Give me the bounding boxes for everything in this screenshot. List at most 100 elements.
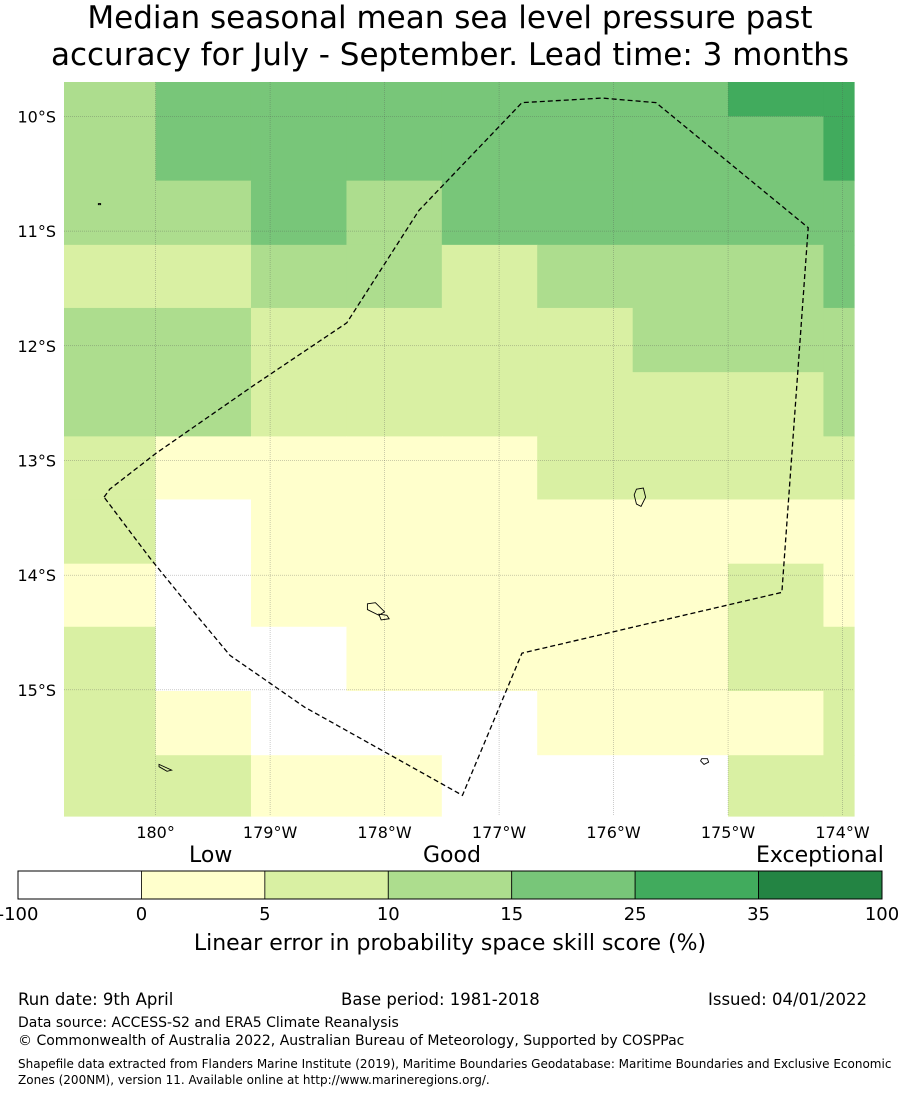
grid-cell: [823, 307, 855, 373]
grid-cell: [823, 244, 855, 309]
grid-cell: [250, 690, 348, 756]
island-outline: [97, 203, 102, 206]
latitude-tick-label: 14°S: [17, 566, 56, 585]
grid-cell: [632, 499, 729, 565]
grid-cell: [155, 563, 252, 628]
colorbar-swatch: [758, 870, 883, 900]
longitude-tick-label: 175°W: [701, 823, 756, 842]
shapefile-credit: Shapefile data extracted from Flanders M…: [18, 1057, 892, 1087]
grid-cell: [346, 755, 443, 817]
latitude-tick-label: 15°S: [17, 681, 56, 700]
grid-cell: [728, 116, 825, 182]
grid-cell: [250, 244, 348, 309]
grid-cell: [823, 82, 855, 118]
grid-cell: [441, 499, 538, 565]
island-outline: [158, 763, 173, 772]
grid-cell: [64, 626, 157, 692]
grid-cell: [155, 244, 252, 309]
grid-cell: [346, 563, 443, 628]
grid-cell: [823, 116, 855, 182]
island-outline: [700, 758, 710, 765]
chart-title: Median seasonal mean sea level pressure …: [0, 0, 900, 74]
grid-cell: [441, 180, 538, 246]
colorbar-category-exceptional: Exceptional: [756, 843, 884, 868]
grid-cell: [346, 626, 443, 692]
longitude-tick-label: 178°W: [357, 823, 412, 842]
grid-cell: [155, 626, 252, 692]
colorbar: [17, 870, 883, 900]
colorbar-tick-label: 10: [377, 904, 400, 925]
grid-cell: [155, 180, 252, 246]
island-outline: [633, 487, 647, 507]
grid-cell: [441, 755, 538, 817]
latitude-axis: 10°S 11°S 12°S 13°S 14°S 15°S: [17, 107, 56, 699]
grid-cell: [250, 82, 348, 118]
grid-cell: [346, 436, 443, 501]
grid-cell: [537, 755, 634, 817]
grid-cell: [441, 626, 538, 692]
grid-cell: [346, 499, 443, 565]
grid-cell: [155, 690, 252, 756]
grid-cell: [250, 563, 348, 628]
grid-cell: [250, 372, 348, 437]
colorbar-tick-label: 35: [747, 904, 770, 925]
colorbar-tick-label: -100: [0, 904, 38, 925]
longitude-tick-label: 174°W: [815, 823, 870, 842]
colorbar-tick-label: 15: [500, 904, 523, 925]
grid-cell: [728, 436, 825, 501]
grid-cell: [537, 244, 634, 309]
grid-cell: [632, 116, 729, 182]
copyright: © Commonwealth of Australia 2022, Austra…: [18, 1033, 685, 1049]
latitude-tick-label: 11°S: [17, 222, 56, 241]
grid-cell: [250, 116, 348, 182]
base-period: Base period: 1981-2018: [341, 990, 540, 1009]
grid-cell: [728, 499, 825, 565]
grid-cell: [823, 499, 855, 565]
grid-cell: [155, 372, 252, 437]
grid-cell: [632, 372, 729, 437]
grid-cell: [823, 180, 855, 246]
grid-cell: [64, 82, 157, 118]
grid-cell: [64, 372, 157, 437]
grid-cell: [632, 244, 729, 309]
grid-cell: [441, 307, 538, 373]
grid-cell: [155, 307, 252, 373]
grid-cell: [250, 180, 348, 246]
coastlines: [97, 203, 710, 772]
grid-cell: [250, 307, 348, 373]
colorbar-category-good: Good: [423, 843, 481, 868]
grid-cell: [155, 116, 252, 182]
chart-title-line-1: Median seasonal mean sea level pressure …: [87, 0, 813, 36]
grid-cell: [728, 244, 825, 309]
grid-cell: [728, 307, 825, 373]
chart-title-line-2: accuracy for July - September. Lead time…: [50, 37, 850, 73]
colorbar-swatch: [387, 870, 513, 900]
grid-cell: [728, 563, 825, 628]
grid-cell: [728, 180, 825, 246]
grid-cell: [346, 82, 443, 118]
colorbar-tick-label: 0: [136, 904, 147, 925]
grid-cell: [346, 690, 443, 756]
grid-cell: [537, 690, 634, 756]
grid-cell: [823, 436, 855, 501]
grid-cell: [346, 244, 443, 309]
grid-cell: [250, 626, 348, 692]
skill-grid: [64, 82, 855, 817]
grid-cell: [250, 755, 348, 817]
run-date: Run date: 9th April: [18, 990, 174, 1009]
grid-cell: [823, 755, 855, 817]
grid-cell: [537, 307, 634, 373]
grid-cell: [537, 626, 634, 692]
grid-cell: [346, 307, 443, 373]
grid-cell: [441, 244, 538, 309]
grid-cell: [64, 755, 157, 817]
grid-cell: [632, 626, 729, 692]
grid-cell: [441, 436, 538, 501]
issued-date: Issued: 04/01/2022: [708, 990, 868, 1009]
colorbar-ticks: -100 0 5 10 15 25 35 100: [0, 904, 899, 925]
island-outline: [378, 613, 390, 621]
grid-cell: [250, 499, 348, 565]
colorbar-title: Linear error in probability space skill …: [193, 931, 707, 956]
grid-cell: [728, 82, 825, 118]
grid-cell: [64, 499, 157, 565]
